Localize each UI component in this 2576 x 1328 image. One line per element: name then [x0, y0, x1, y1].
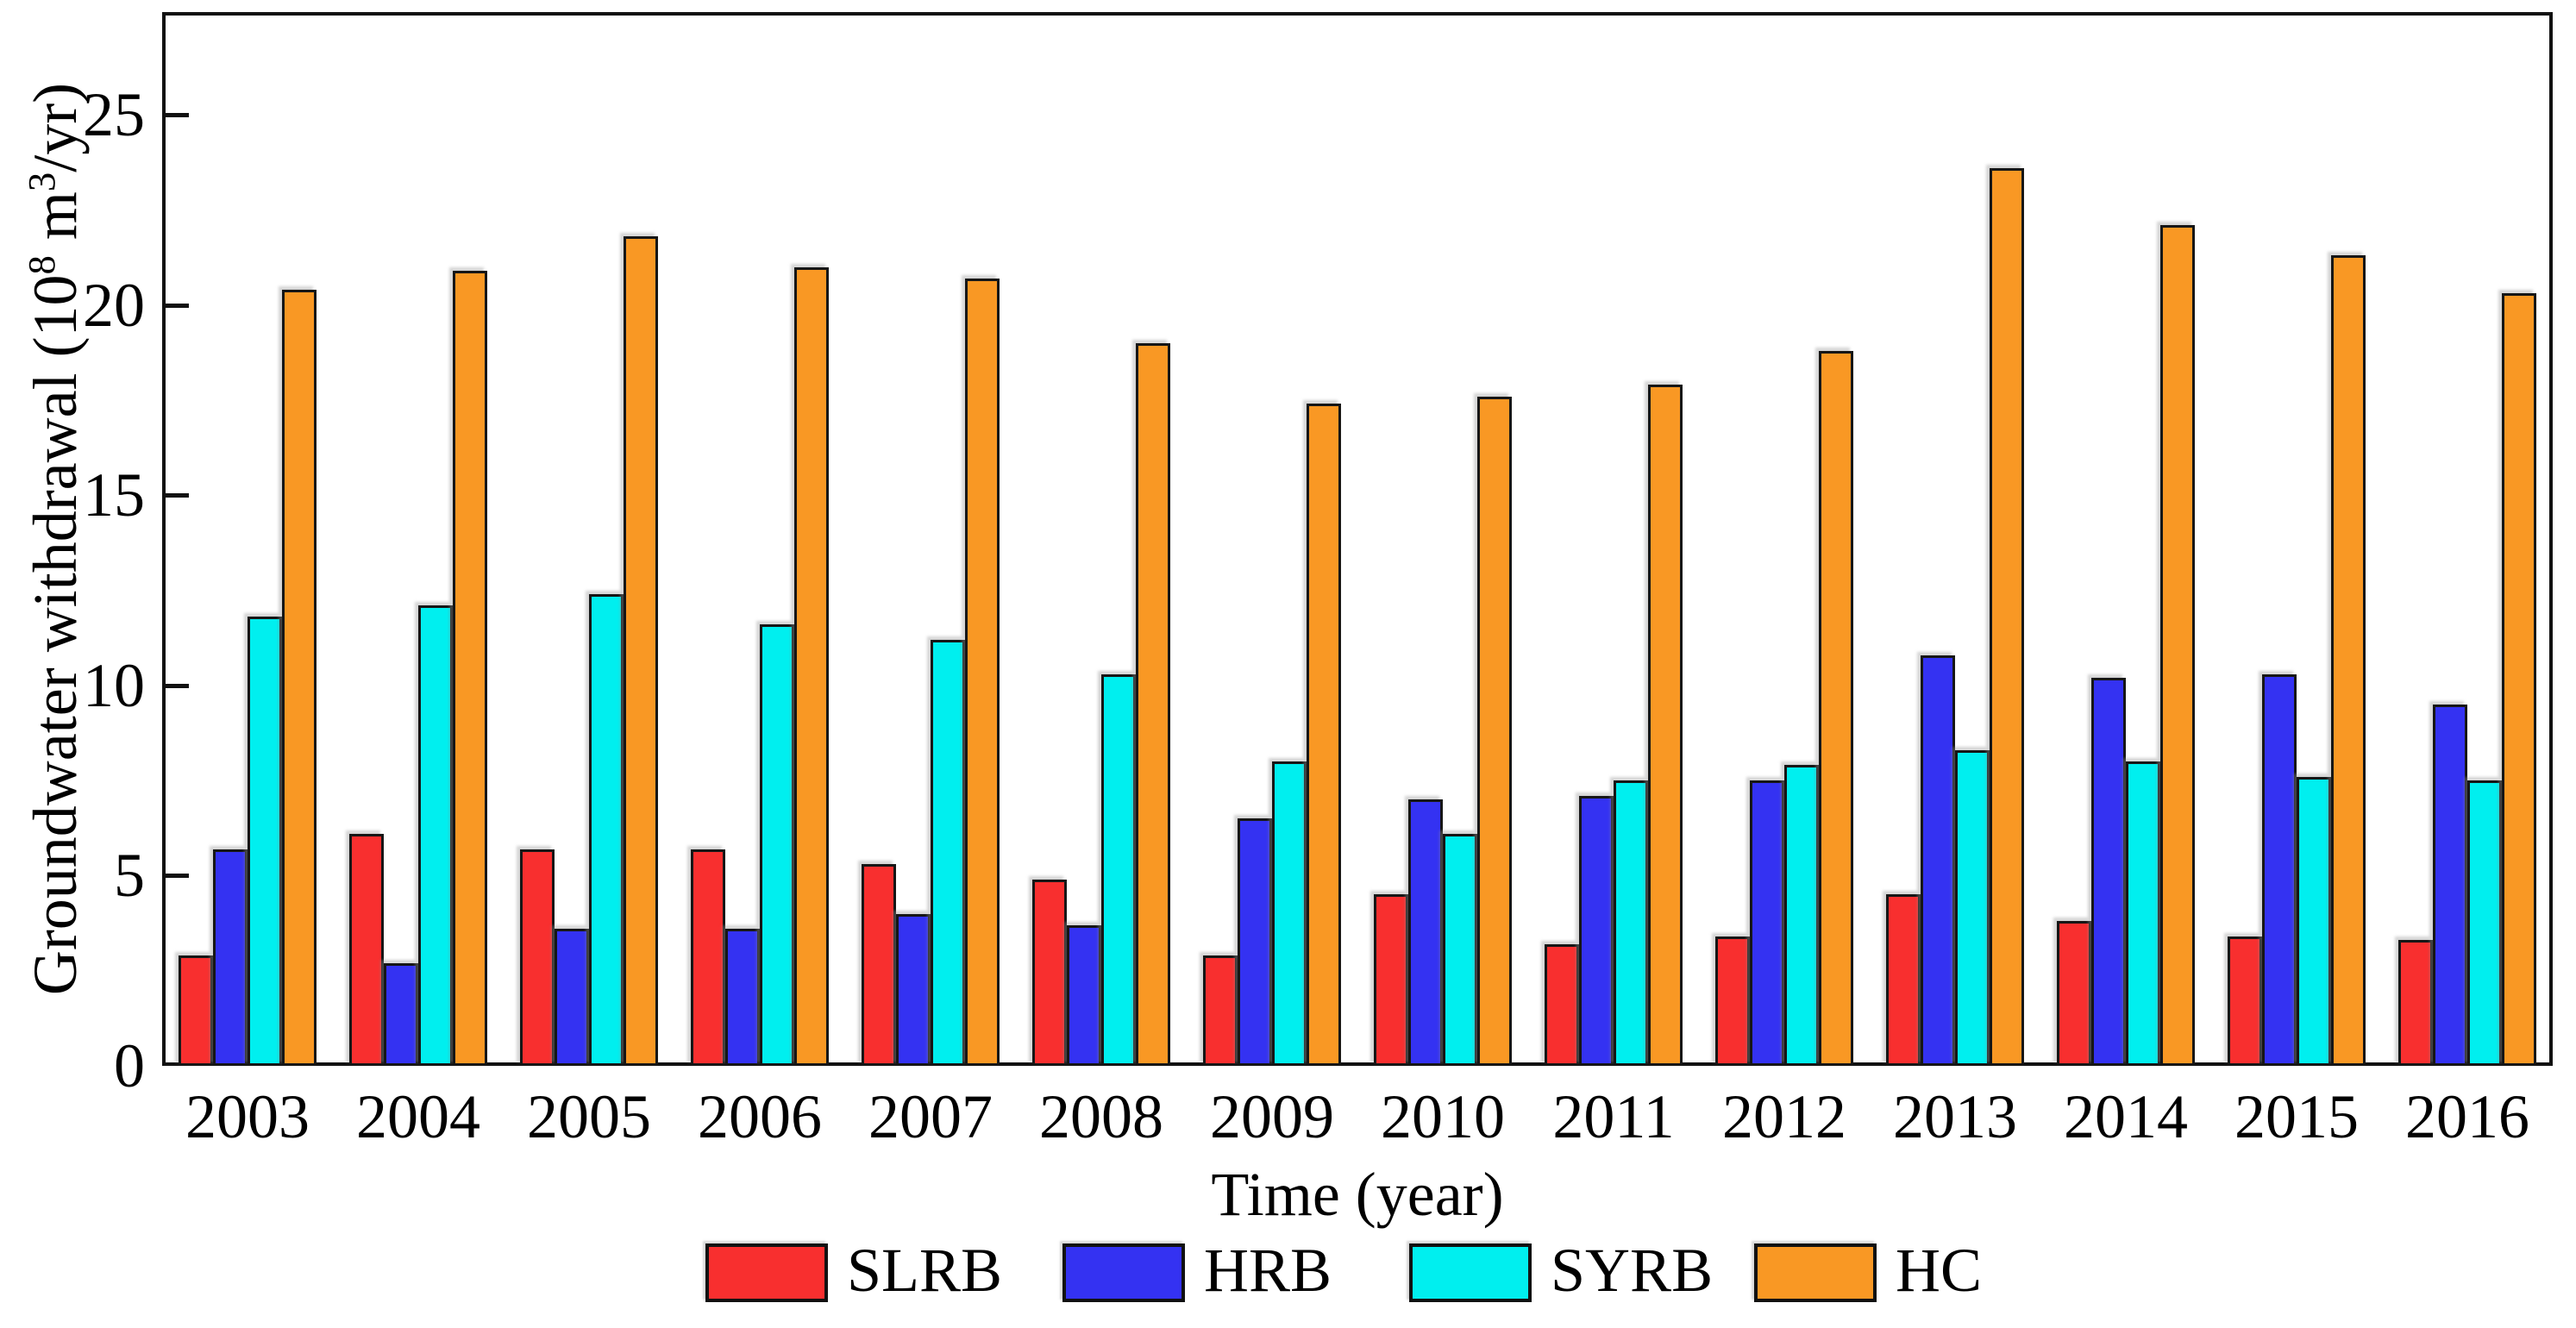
x-tick-label: 2014 — [2064, 1082, 2188, 1151]
bar-HC-2009 — [1307, 404, 1341, 1066]
legend-label-SLRB: SLRB — [847, 1236, 1003, 1305]
bar-SYRB-2009 — [1272, 761, 1307, 1066]
bar-HC-2006 — [794, 266, 829, 1066]
y-axis-title-superscript-3: 3 — [20, 172, 64, 192]
bar-SYRB-2007 — [931, 639, 965, 1066]
bar-SLRB-2003 — [179, 955, 213, 1066]
y-tick-label: 0 — [114, 1031, 145, 1100]
y-tick-mark — [166, 683, 189, 688]
bar-HC-2016 — [2502, 293, 2536, 1066]
bar-SLRB-2015 — [2228, 936, 2262, 1066]
bar-SYRB-2013 — [1955, 749, 1990, 1066]
x-tick-label: 2004 — [356, 1082, 480, 1151]
bar-HRB-2009 — [1238, 818, 1272, 1066]
legend-swatch-SYRB — [1409, 1243, 1532, 1302]
bar-HRB-2008 — [1067, 924, 1101, 1066]
bar-HRB-2005 — [555, 929, 589, 1066]
y-tick-label: 10 — [83, 650, 145, 720]
bar-SLRB-2014 — [2057, 921, 2091, 1066]
bar-HRB-2010 — [1408, 799, 1443, 1066]
x-tick-label: 2003 — [185, 1082, 310, 1151]
x-tick-label: 2012 — [1722, 1082, 1846, 1151]
bar-HRB-2014 — [2091, 678, 2126, 1066]
x-tick-label: 2005 — [527, 1082, 651, 1151]
bar-HRB-2013 — [1921, 655, 1955, 1066]
bar-HRB-2015 — [2262, 673, 2297, 1066]
y-tick-label: 15 — [83, 460, 145, 530]
bar-SLRB-2011 — [1545, 943, 1579, 1066]
bar-SLRB-2004 — [349, 833, 384, 1066]
bar-SYRB-2003 — [248, 617, 282, 1066]
bar-HC-2007 — [965, 278, 1000, 1066]
bar-SYRB-2010 — [1443, 833, 1477, 1066]
y-tick-label: 20 — [83, 270, 145, 340]
y-tick-mark — [166, 493, 189, 498]
legend-label-HRB: HRB — [1204, 1236, 1332, 1305]
bar-SLRB-2007 — [862, 864, 896, 1066]
y-tick-label: 25 — [83, 80, 145, 150]
x-tick-label: 2007 — [868, 1082, 993, 1151]
bar-SLRB-2006 — [691, 849, 725, 1066]
x-tick-label: 2016 — [2405, 1082, 2529, 1151]
legend-label-HC: HC — [1896, 1236, 1983, 1305]
y-tick-mark — [166, 113, 189, 118]
bar-SLRB-2016 — [2398, 940, 2433, 1066]
bar-HRB-2012 — [1750, 780, 1784, 1066]
bar-SLRB-2010 — [1374, 894, 1408, 1066]
x-axis-title: Time (year) — [1211, 1160, 1504, 1229]
bar-SYRB-2005 — [589, 593, 624, 1066]
bar-SYRB-2004 — [418, 605, 453, 1066]
y-tick-label: 5 — [114, 841, 145, 911]
bar-HRB-2004 — [384, 962, 418, 1066]
legend-swatch-HRB — [1062, 1243, 1185, 1302]
bar-HC-2004 — [453, 270, 487, 1066]
bar-HC-2008 — [1136, 342, 1170, 1066]
bar-HC-2010 — [1477, 396, 1512, 1066]
bar-SYRB-2011 — [1614, 780, 1648, 1066]
bar-HC-2013 — [1990, 167, 2024, 1066]
bar-HC-2015 — [2331, 255, 2366, 1066]
bar-HC-2012 — [1819, 350, 1853, 1066]
bar-HRB-2007 — [896, 913, 931, 1066]
bar-SYRB-2016 — [2467, 780, 2502, 1066]
bar-SLRB-2008 — [1032, 879, 1067, 1066]
x-tick-label: 2011 — [1552, 1082, 1675, 1151]
bar-HC-2003 — [282, 290, 317, 1066]
bar-HRB-2003 — [213, 849, 248, 1066]
bar-SLRB-2013 — [1886, 894, 1921, 1066]
bar-SYRB-2012 — [1784, 765, 1819, 1066]
bar-SLRB-2012 — [1715, 936, 1750, 1066]
bar-SLRB-2009 — [1203, 955, 1238, 1066]
x-tick-label: 2015 — [2234, 1082, 2359, 1151]
bar-SYRB-2006 — [760, 624, 794, 1066]
bar-SYRB-2015 — [2297, 776, 2331, 1066]
legend-swatch-HC — [1754, 1243, 1877, 1302]
bar-HRB-2016 — [2433, 704, 2467, 1066]
bar-SYRB-2014 — [2126, 761, 2160, 1066]
bar-HRB-2006 — [725, 929, 760, 1066]
y-tick-mark — [166, 874, 189, 879]
legend-label-SYRB: SYRB — [1551, 1236, 1714, 1305]
bar-SLRB-2005 — [520, 849, 555, 1066]
y-axis-title-unit: m — [20, 191, 90, 256]
bar-HC-2014 — [2160, 225, 2195, 1066]
bar-SYRB-2008 — [1101, 673, 1136, 1066]
x-tick-label: 2009 — [1210, 1082, 1334, 1151]
x-tick-label: 2013 — [1893, 1082, 2017, 1151]
x-tick-label: 2010 — [1381, 1082, 1505, 1151]
y-tick-mark — [166, 303, 189, 308]
bar-HC-2005 — [624, 236, 658, 1066]
x-tick-label: 2008 — [1039, 1082, 1163, 1151]
x-tick-label: 2006 — [698, 1082, 822, 1151]
bar-HRB-2011 — [1579, 795, 1614, 1066]
bar-HC-2011 — [1648, 385, 1683, 1066]
legend-swatch-SLRB — [705, 1243, 828, 1302]
